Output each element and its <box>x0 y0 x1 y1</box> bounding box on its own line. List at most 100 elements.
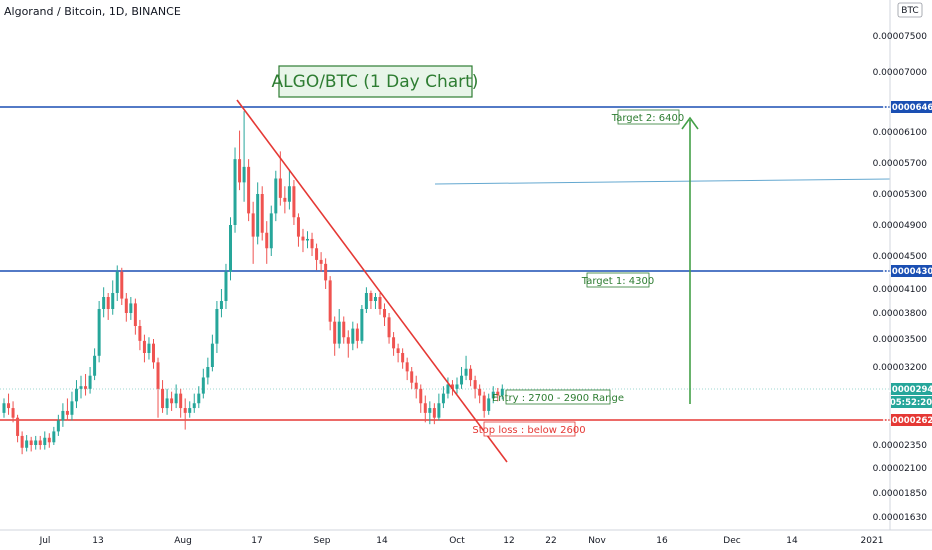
candle-body <box>450 384 454 389</box>
candle-body <box>102 297 106 309</box>
candle-body <box>74 388 78 402</box>
candle-body <box>414 382 418 389</box>
candle <box>401 348 405 369</box>
candle <box>328 276 332 331</box>
candle-body <box>446 384 450 394</box>
entry-label-box[interactable] <box>505 389 611 405</box>
candle <box>405 357 409 381</box>
candle <box>34 435 38 450</box>
candle <box>25 435 29 452</box>
candle-body <box>61 410 65 421</box>
candle-body <box>65 410 69 415</box>
candle-body <box>342 321 346 338</box>
candle <box>170 391 174 411</box>
candle-body <box>25 440 29 448</box>
candle <box>183 398 187 430</box>
x-tick-label: 14 <box>786 536 798 546</box>
x-tick-label: 16 <box>656 536 668 546</box>
candle-body <box>360 309 364 341</box>
candle-body <box>387 317 391 338</box>
y-tick-label: 0.00003800 <box>873 309 928 319</box>
candle <box>2 398 6 418</box>
candle-body <box>179 393 183 409</box>
y-tick-label: 0.00005300 <box>873 190 928 200</box>
candle <box>242 111 246 202</box>
drawings-layer <box>236 99 891 463</box>
candle-body <box>283 197 287 202</box>
candle <box>278 151 282 206</box>
candle <box>500 384 504 400</box>
candle <box>97 301 101 363</box>
target1-label-box[interactable] <box>586 272 650 288</box>
levels-layer <box>0 106 890 421</box>
candle <box>192 393 196 413</box>
candle <box>487 393 491 415</box>
candle-body <box>84 386 88 389</box>
candle <box>219 289 223 318</box>
currency-badge[interactable]: BTC <box>897 2 923 18</box>
symbol-header: Algorand / Bitcoin, 1D, BINANCE <box>4 5 181 18</box>
drawn-trend-line[interactable] <box>434 178 891 185</box>
candle-body <box>419 388 423 404</box>
candle-body <box>392 337 396 349</box>
y-tick-label: 0.00001850 <box>873 489 928 499</box>
x-tick-label: Aug <box>174 536 192 546</box>
candle-body <box>161 388 165 409</box>
candle <box>65 398 69 421</box>
candle <box>460 367 464 389</box>
candle <box>151 339 155 369</box>
candle <box>473 375 477 399</box>
candle-body <box>487 398 491 411</box>
candle-body <box>491 391 495 399</box>
candle-body <box>324 263 328 281</box>
candle <box>441 386 445 409</box>
candle <box>129 297 133 320</box>
candle <box>52 426 56 445</box>
x-tick-label: Oct <box>449 536 465 546</box>
price-tag-label: 0.00004309 <box>883 267 932 277</box>
time-axis[interactable]: Jul 13 Aug 17 Sep 14 Oct 12 22 Nov 16 Dec 14 2021 <box>0 529 932 546</box>
candle <box>56 414 60 436</box>
candle-body <box>256 194 260 237</box>
candle <box>324 258 328 289</box>
candle-body <box>319 259 323 264</box>
price-axis[interactable]: 0.00007500 0.00007000 0.00006100 0.00005700… <box>873 0 932 530</box>
target2-label-box[interactable] <box>617 109 680 125</box>
y-tick-label: 0.00006100 <box>873 128 928 138</box>
candle <box>315 243 319 271</box>
candle <box>106 293 110 320</box>
candle <box>111 280 115 315</box>
candle-body <box>383 309 387 318</box>
candle-body <box>215 309 219 344</box>
stoploss-label-box[interactable] <box>483 421 576 437</box>
candle-body <box>97 309 101 356</box>
candle <box>43 431 47 450</box>
target2-label: Target 2: 6400 <box>611 113 684 124</box>
x-tick-label: 22 <box>545 536 556 546</box>
y-tick-label: 0.00004900 <box>873 221 928 231</box>
candle <box>437 393 441 421</box>
y-tick-label: 0.00004100 <box>873 285 928 295</box>
title-box[interactable] <box>278 65 473 98</box>
candle <box>161 380 165 413</box>
candle <box>120 267 124 305</box>
candle-body <box>170 398 174 404</box>
candle <box>224 263 228 309</box>
candle <box>233 147 237 233</box>
candle <box>446 377 450 399</box>
price-tag <box>891 265 932 277</box>
candle-body <box>206 367 210 378</box>
candle <box>201 368 205 399</box>
candle <box>396 343 400 363</box>
candle-body <box>355 328 359 341</box>
candle <box>283 186 287 214</box>
candle-body <box>315 248 319 260</box>
downtrend-line[interactable] <box>236 99 508 463</box>
candle-body <box>201 377 205 394</box>
x-tick-label: 12 <box>503 536 514 546</box>
candle <box>346 330 350 358</box>
candle <box>133 298 137 335</box>
candle <box>61 403 65 427</box>
candle-body <box>151 343 155 363</box>
